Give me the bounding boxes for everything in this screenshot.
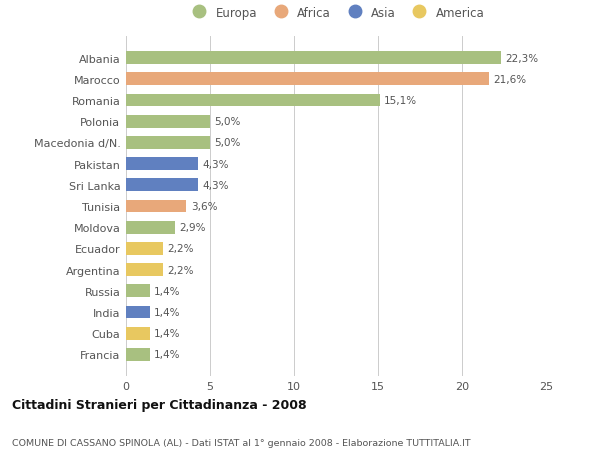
Bar bbox=[126, 52, 500, 65]
Bar bbox=[126, 221, 175, 234]
Text: 22,3%: 22,3% bbox=[505, 54, 538, 63]
Bar bbox=[126, 348, 149, 361]
Text: Cittadini Stranieri per Cittadinanza - 2008: Cittadini Stranieri per Cittadinanza - 2… bbox=[12, 398, 307, 411]
Text: 4,3%: 4,3% bbox=[202, 159, 229, 169]
Bar bbox=[126, 263, 163, 276]
Bar bbox=[126, 95, 380, 107]
Text: 5,0%: 5,0% bbox=[214, 117, 241, 127]
Text: 15,1%: 15,1% bbox=[384, 96, 417, 106]
Text: 1,4%: 1,4% bbox=[154, 308, 180, 317]
Bar bbox=[126, 306, 149, 319]
Text: 21,6%: 21,6% bbox=[493, 75, 526, 84]
Text: 4,3%: 4,3% bbox=[202, 180, 229, 190]
Text: 2,2%: 2,2% bbox=[167, 244, 194, 254]
Legend: Europa, Africa, Asia, America: Europa, Africa, Asia, America bbox=[182, 2, 490, 24]
Text: 1,4%: 1,4% bbox=[154, 329, 180, 338]
Bar bbox=[126, 116, 210, 129]
Bar bbox=[126, 242, 163, 255]
Bar bbox=[126, 327, 149, 340]
Text: 5,0%: 5,0% bbox=[214, 138, 241, 148]
Text: 2,2%: 2,2% bbox=[167, 265, 194, 275]
Bar bbox=[126, 137, 210, 150]
Bar bbox=[126, 179, 198, 192]
Bar bbox=[126, 158, 198, 171]
Bar bbox=[126, 73, 489, 86]
Bar bbox=[126, 200, 187, 213]
Text: COMUNE DI CASSANO SPINOLA (AL) - Dati ISTAT al 1° gennaio 2008 - Elaborazione TU: COMUNE DI CASSANO SPINOLA (AL) - Dati IS… bbox=[12, 438, 470, 448]
Text: 3,6%: 3,6% bbox=[191, 202, 217, 212]
Text: 2,9%: 2,9% bbox=[179, 223, 205, 233]
Text: 1,4%: 1,4% bbox=[154, 350, 180, 359]
Bar bbox=[126, 285, 149, 297]
Text: 1,4%: 1,4% bbox=[154, 286, 180, 296]
